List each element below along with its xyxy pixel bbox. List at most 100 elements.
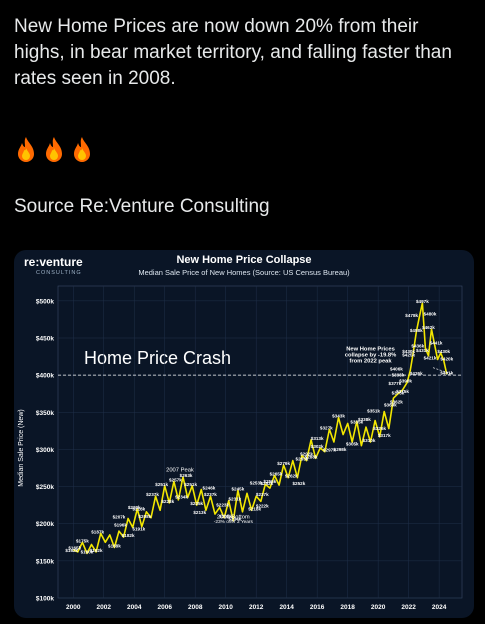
data-label: $218k: [248, 506, 261, 511]
tweet-text: New Home Prices are now down 20% from th…: [14, 16, 452, 89]
data-label: $317k: [378, 433, 391, 438]
x-tick-label: 2004: [127, 604, 142, 611]
data-label: $425k: [402, 353, 415, 358]
emoji-row: [14, 136, 94, 164]
data-label: $420k: [440, 356, 453, 361]
data-label: $458k: [410, 328, 423, 333]
data-label: $213k: [193, 510, 206, 515]
data-label: $436k: [411, 344, 424, 349]
x-tick-label: 2022: [401, 604, 416, 611]
data-label: $313k: [311, 436, 324, 441]
data-label: $406k: [390, 367, 403, 372]
data-label: $251k: [184, 482, 197, 487]
data-label: $187k: [91, 529, 104, 534]
data-label: $362k: [390, 399, 403, 404]
x-tick-label: 2012: [249, 604, 264, 611]
data-label: $222k: [256, 503, 269, 508]
data-label: $480k: [424, 312, 437, 317]
data-label: $175k: [76, 538, 89, 543]
y-tick-label: $250k: [36, 484, 54, 491]
data-label: $369k: [384, 402, 397, 407]
data-label: $262k: [285, 474, 298, 479]
data-label: $398k: [392, 373, 405, 378]
y-tick-label: $500k: [36, 298, 54, 305]
chart-title: New Home Price Collapse: [176, 254, 311, 266]
label-layer: $165k$162k$175k$160k$162k$187k$168k$182k…: [65, 299, 453, 554]
data-label: $234k: [175, 494, 188, 499]
grid-layer: [57, 285, 463, 599]
x-tick-label: 2010: [218, 604, 233, 611]
data-label: $298k: [334, 447, 347, 452]
data-label: $377k: [389, 381, 402, 386]
data-label: $279k: [277, 461, 290, 466]
data-label: $255k: [264, 479, 277, 484]
plot-frame: [57, 285, 463, 599]
data-label: $208k: [219, 514, 232, 519]
data-label: $237k: [256, 492, 269, 497]
x-tick-label: 2024: [432, 604, 447, 611]
data-label: $302k: [311, 444, 324, 449]
data-label: $228k: [161, 499, 174, 504]
data-label: $430k: [437, 349, 450, 354]
data-label: $431k: [416, 348, 429, 353]
y-axis-label: Median Sale Price (New): [18, 409, 25, 486]
annotation-layer: 2007 Peak 2010 Bottom-23% over 3 Years New…: [166, 347, 453, 525]
data-label: $160k: [81, 549, 94, 554]
fire-icon: [18, 137, 34, 162]
data-label: $338k: [358, 417, 371, 422]
data-label: $310k: [363, 438, 376, 443]
annotation-peak2007: 2007 Peak: [166, 468, 194, 474]
data-label: $220k: [128, 505, 141, 510]
data-label: $252k: [292, 481, 305, 486]
x-tick-label: 2000: [66, 604, 81, 611]
y-tick-label: $350k: [36, 410, 54, 417]
data-label: $223k: [216, 503, 229, 508]
data-label: $231k: [228, 497, 241, 502]
x-tick-label: 2016: [310, 604, 325, 611]
data-label: $162k: [90, 548, 103, 553]
data-label: $335k: [350, 419, 363, 424]
brand-sub: CONSULTING: [36, 270, 82, 276]
fire-icon: [46, 137, 62, 162]
y-tick-label: $200k: [36, 521, 54, 528]
data-label: $204k: [228, 517, 241, 522]
data-label: $285k: [296, 457, 309, 462]
big-label: Home Price Crash: [84, 348, 231, 368]
data-label: $253k: [250, 480, 263, 485]
data-label: $421k: [424, 356, 437, 361]
annotation-bottom2010sub: -23% over 3 Years: [214, 519, 254, 525]
data-label: $218k: [132, 506, 145, 511]
data-label: $165k: [68, 546, 81, 551]
x-tick-label: 2002: [97, 604, 112, 611]
data-label: $426k: [410, 371, 423, 376]
y-tick-label: $150k: [36, 558, 54, 565]
data-label: $263k: [180, 473, 193, 478]
data-label: $497k: [416, 299, 429, 304]
y-tick-label: $400k: [36, 373, 54, 380]
data-label: $208k: [139, 514, 152, 519]
data-label: $430k: [402, 349, 415, 354]
data-label: $207k: [113, 515, 126, 520]
annotation-collapse3: from 2022 peak: [349, 359, 392, 365]
price-chart: re:venture CONSULTING New Home Price Col…: [18, 254, 463, 611]
data-label: $252k: [260, 481, 273, 486]
data-label: $401k: [440, 370, 453, 375]
data-label: $326k: [373, 426, 386, 431]
data-label: $343k: [332, 413, 345, 418]
data-label: $375k: [396, 389, 409, 394]
source-text: Source Re:Venture Consulting: [14, 196, 270, 217]
data-label: $182k: [122, 533, 135, 538]
data-label: $351k: [367, 408, 380, 413]
data-label: $196k: [114, 523, 127, 528]
data-label: $373k: [392, 390, 405, 395]
annotation-bottom2010: 2010 Bottom: [217, 515, 250, 521]
data-label: $292k: [300, 451, 313, 456]
data-label: $390k: [399, 379, 412, 384]
data-label: $441k: [430, 341, 443, 346]
brand-logo: re:venture: [24, 255, 83, 269]
data-label: $191k: [132, 526, 145, 531]
data-label: $462k: [422, 325, 435, 330]
chart-image[interactable]: re:venture CONSULTING New Home Price Col…: [14, 250, 474, 618]
data-label: $478k: [405, 313, 418, 318]
data-label: $225k: [190, 501, 203, 506]
